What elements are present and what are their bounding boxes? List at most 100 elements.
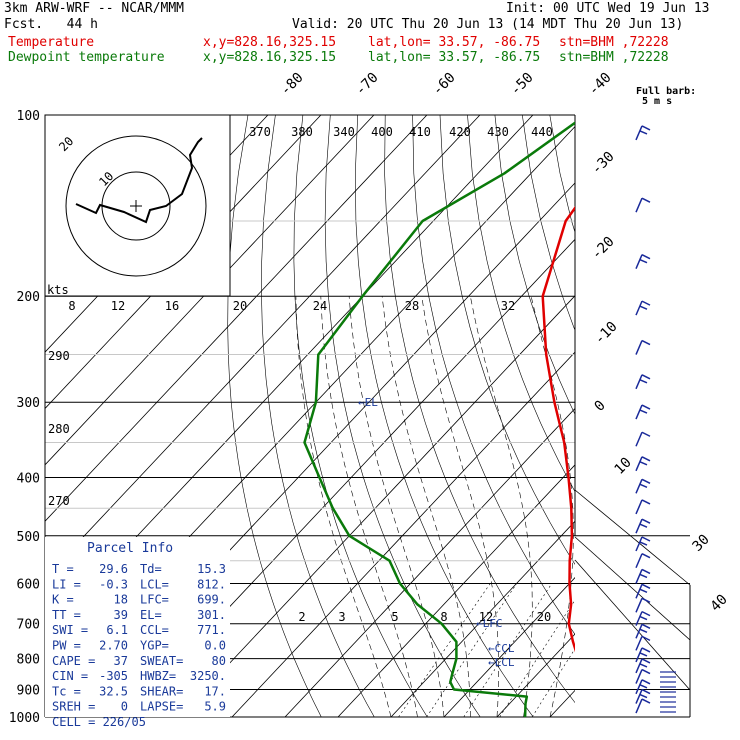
parcel-key: Tc =: [52, 684, 81, 698]
parcel-key: LAPSE=: [140, 700, 183, 714]
level-annotation: ←EL: [358, 396, 378, 409]
moist-adiabat-line: [320, 296, 418, 717]
wind-barb: [635, 698, 651, 714]
parcel-value: 0: [121, 700, 128, 714]
theta-label: 340: [333, 125, 355, 139]
wind-barb: [635, 597, 651, 613]
isotherm-line: [45, 115, 428, 522]
dewpoint-trace: [303, 121, 575, 717]
isotherm-label: 40: [708, 592, 731, 615]
isotherm-label: 30: [690, 532, 713, 555]
wind-barb: [635, 300, 651, 316]
isotherm-label: -70: [353, 70, 382, 99]
isotherm-label: -20: [589, 234, 618, 263]
pressure-tick-label: 1000: [9, 711, 40, 726]
mixing-ratio-line: [463, 583, 553, 717]
isotherm-line: [656, 115, 740, 717]
theta-label: 370: [249, 125, 271, 139]
isotherm-line: [603, 115, 740, 717]
parcel-key: YGP=: [140, 639, 169, 653]
level-annotation: ←LFC: [476, 617, 503, 630]
parcel-key: HWBZ=: [140, 669, 176, 683]
isotherm-line: [284, 407, 575, 717]
isotherm-label: -50: [508, 70, 537, 99]
parcel-value: 5.9: [204, 700, 226, 714]
parcel-key: TT =: [52, 608, 81, 622]
parcel-value: 80: [212, 654, 226, 668]
hodograph-speed-tick: 8: [68, 299, 75, 313]
hodograph-speed-tick: 28: [405, 299, 419, 313]
wind-barb: [635, 254, 651, 269]
parcel-value: 29.6: [99, 562, 128, 576]
wind-barb: [635, 688, 651, 704]
dry-adiabat-line: [293, 115, 428, 717]
dew-legend-latlon: lat,lon= 33.57, -86.75: [368, 50, 541, 65]
dry-adiabat-line: [324, 115, 481, 717]
pressure-tick-label: 500: [17, 530, 40, 545]
skew-extension-lines: [574, 489, 691, 717]
skew-extension-line: [574, 559, 691, 691]
dew-legend-coords: x,y=828.16,325.15: [203, 50, 337, 65]
hodograph-speed-tick: 16: [165, 299, 179, 313]
parcel-key: K =: [52, 593, 74, 607]
parcel-value: 812.: [197, 577, 226, 591]
moist-adiabat-line: [603, 296, 690, 717]
dew-legend-label: Dewpoint temperature: [8, 50, 165, 65]
pressure-tick-label: 800: [17, 653, 40, 668]
wind-barb: [635, 456, 651, 472]
isotherm-label: -40: [586, 70, 615, 99]
parcel-value: 6.1: [106, 623, 128, 637]
mixing-ratio-label: 2: [298, 610, 305, 624]
dry-adiabat-line: [412, 115, 575, 635]
parcel-key: CIN =: [52, 669, 88, 683]
wind-barb: [635, 635, 651, 651]
parcel-key: LCL=: [140, 577, 169, 591]
theta-label: 430: [487, 125, 509, 139]
dry-adiabat-line: [261, 115, 375, 717]
hodograph-trace: [75, 137, 203, 224]
hodograph-speed-tick: 24: [313, 299, 327, 313]
isotherm-label: -10: [592, 319, 621, 348]
wind-barb: [635, 374, 651, 390]
isotherm-line: [45, 115, 481, 579]
dry-adiabat-label: 280: [48, 422, 70, 436]
mixing-ratio-label: 20: [537, 610, 551, 624]
model-title: 3km ARW-WRF -- NCAR/MMM: [4, 1, 185, 16]
parcel-key: SHEAR=: [140, 684, 183, 698]
parcel-info-panel: Parcel Info T = 29.6 Td= 15.3 LI = -0.3 LCL= 812…: [52, 541, 226, 729]
isotherm-line: [496, 633, 575, 717]
wind-barb: [635, 568, 651, 584]
isotherm-line: [45, 115, 375, 466]
isotherm-line: [443, 577, 575, 717]
pressure-tick-label: 900: [17, 683, 40, 698]
hodograph-ring-outer: [65, 135, 207, 277]
dry-adiabat-label: 290: [48, 349, 70, 363]
temp-legend-coords: x,y=828.16,325.15: [203, 35, 337, 50]
isotherm-line: [390, 520, 575, 717]
parcel-key: PW =: [52, 639, 81, 653]
pressure-tick-label: 200: [17, 290, 40, 305]
pressure-tick-label: 300: [17, 396, 40, 411]
pressure-tick-label: 600: [17, 577, 40, 592]
wind-barb: [635, 478, 651, 494]
parcel-key: Td=: [140, 562, 162, 576]
temp-legend-station: stn=BHM ,72228: [559, 35, 669, 50]
parcel-key: CAPE =: [52, 654, 95, 668]
forecast-hour: Fcst. 44 h: [4, 17, 98, 32]
dry-adiabat-line: [632, 115, 740, 730]
dry-adiabat-label: 270: [48, 494, 70, 508]
parcel-info-title: Parcel Info: [87, 541, 173, 556]
level-annotations: ←EL ←LFC ←CCL←LCL: [358, 396, 515, 669]
parcel-key: EL=: [140, 608, 162, 622]
wind-barb: [635, 339, 651, 355]
parcel-cell: CELL = 226/05: [52, 715, 146, 729]
parcel-value: 2.70: [99, 639, 128, 653]
parcel-value: 301.: [197, 608, 226, 622]
theta-label: 440: [531, 125, 553, 139]
dry-adiabat-line: [660, 115, 740, 730]
wind-barb: [635, 610, 651, 626]
parcel-value: 0.0: [204, 639, 226, 653]
wind-barb: [635, 518, 651, 534]
